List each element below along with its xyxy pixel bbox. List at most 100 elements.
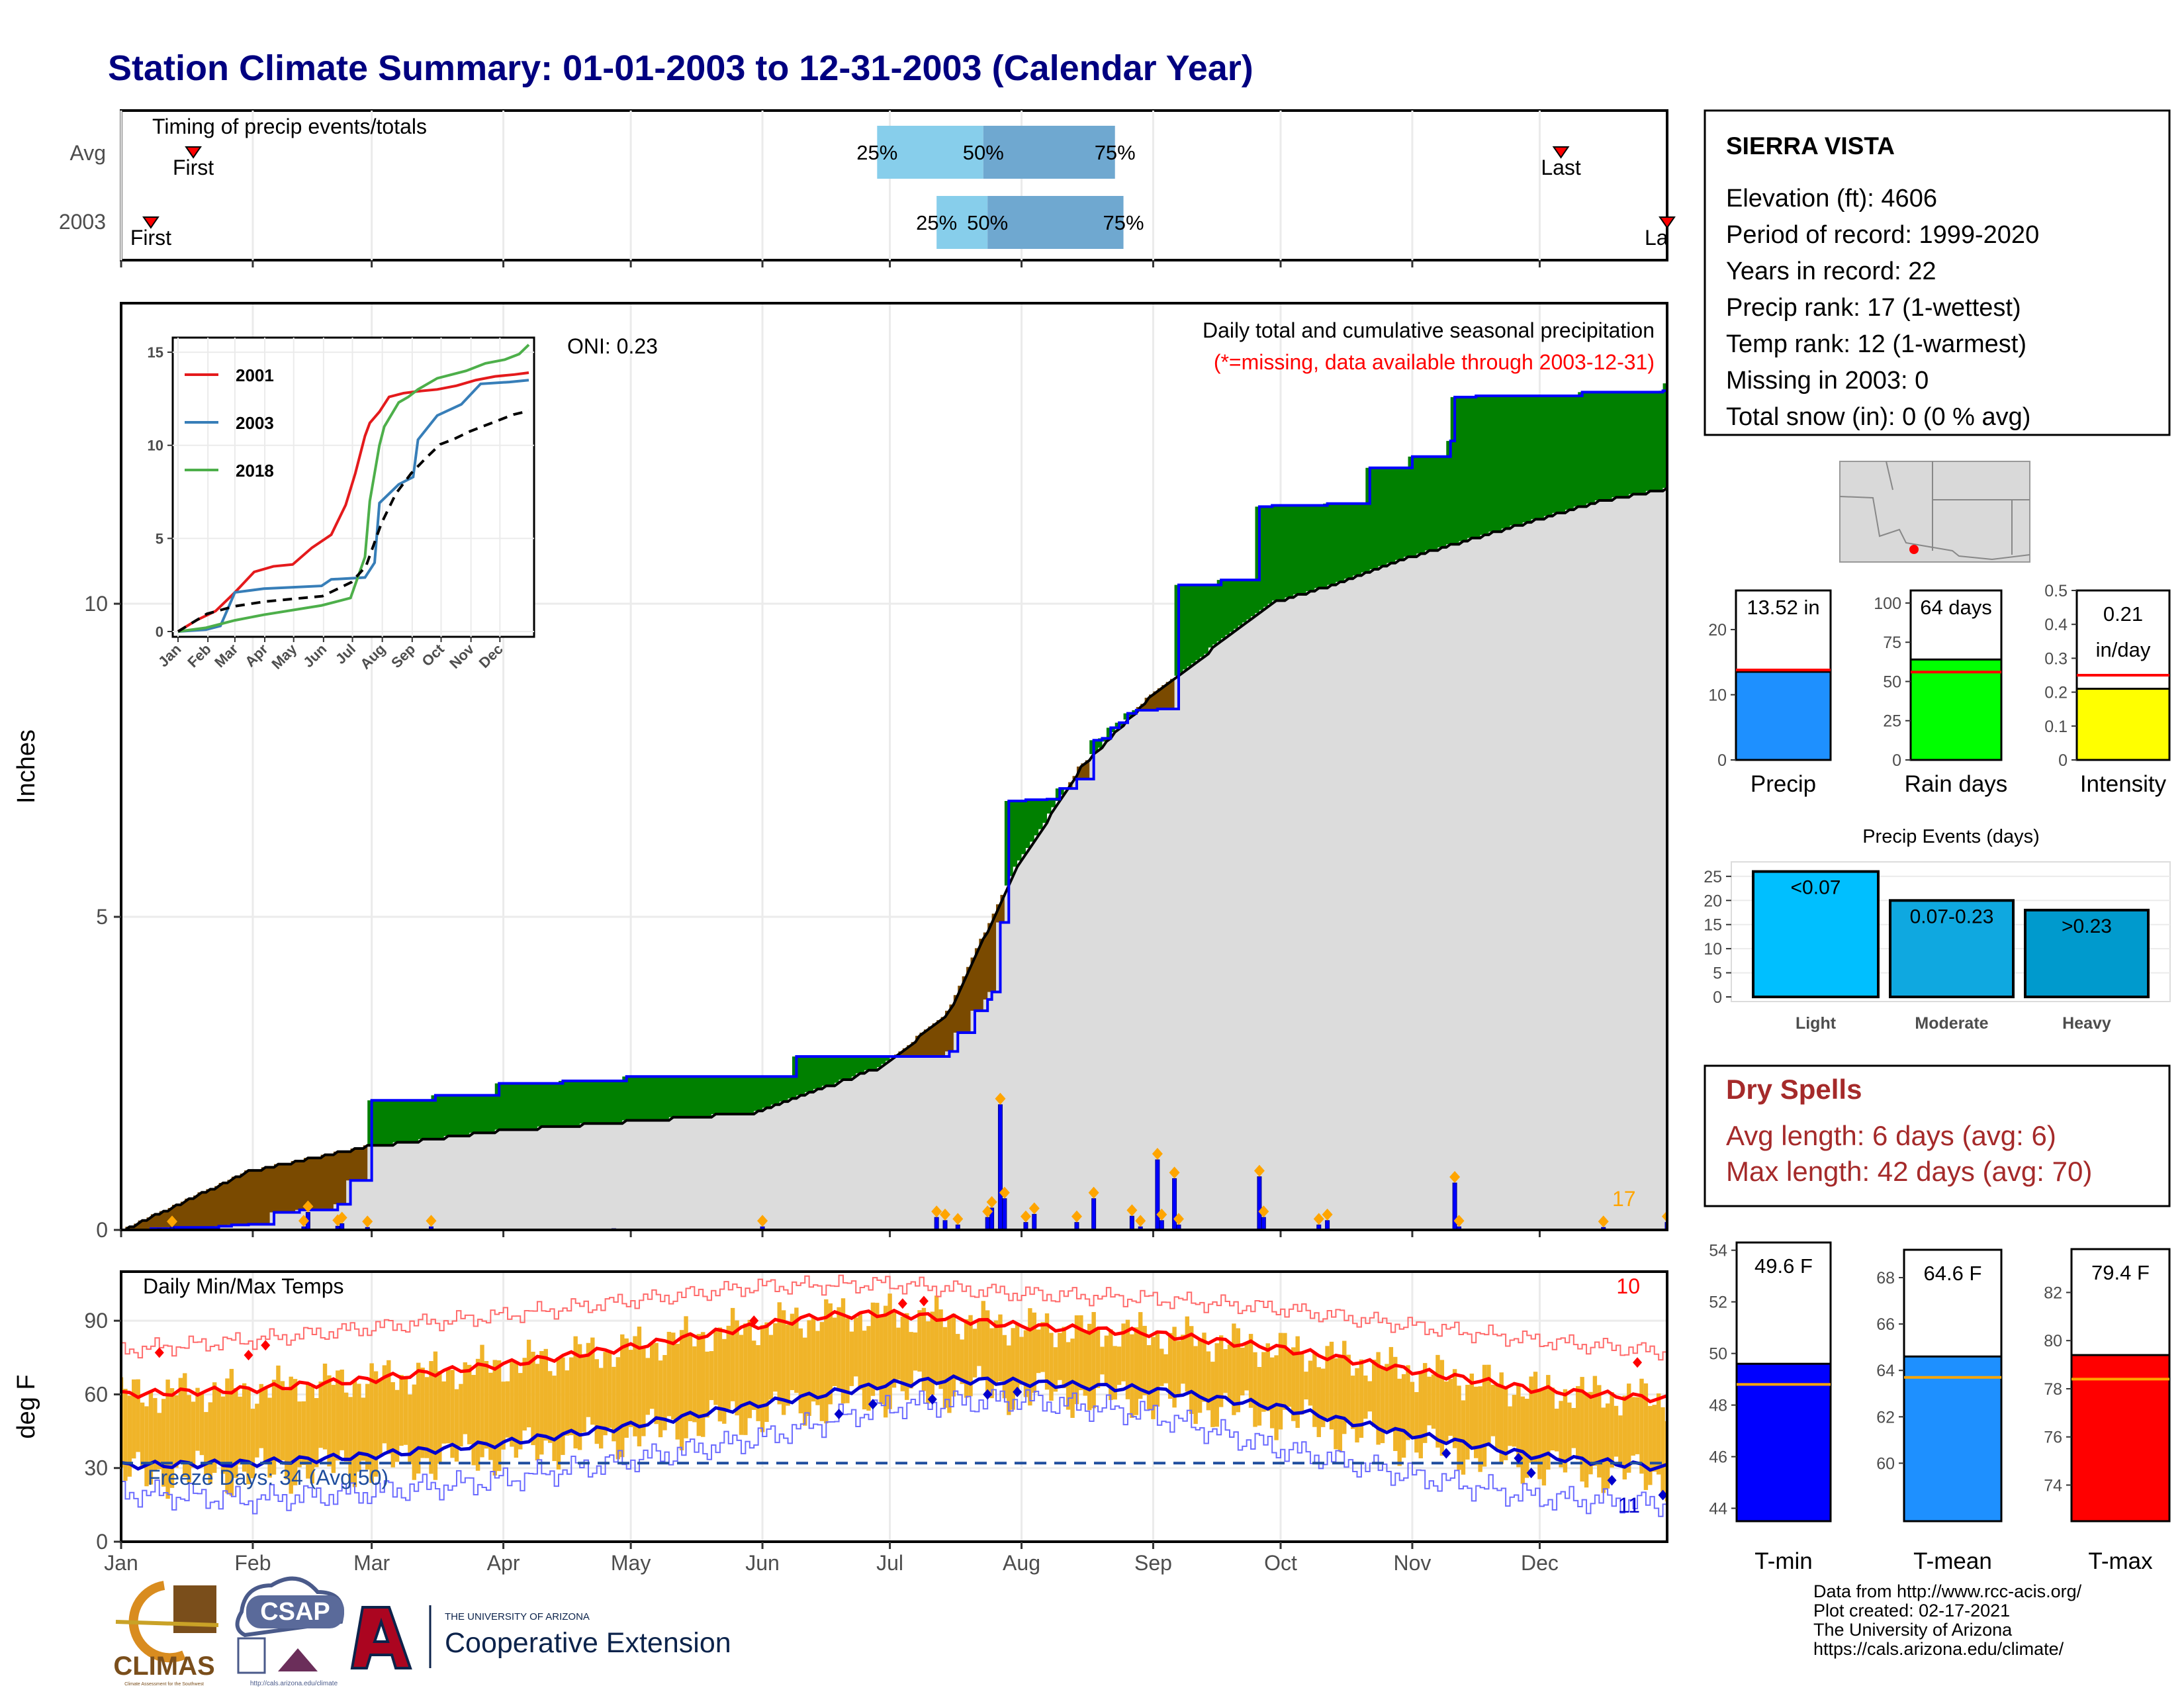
precip-event-marker xyxy=(1313,1213,1324,1225)
daily-temp-bar xyxy=(420,1368,425,1458)
daily-precip-bar xyxy=(1172,1178,1177,1230)
daily-temp-bar xyxy=(964,1319,969,1398)
precip-panel: Daily total and cumulative seasonal prec… xyxy=(13,302,1668,1242)
temp-summary-y-tick-label: 68 xyxy=(1876,1269,1895,1288)
daily-temp-bar xyxy=(1244,1342,1249,1391)
record-low-marker xyxy=(1441,1448,1451,1459)
daily-temp-bar xyxy=(1652,1405,1657,1472)
daily-temp-bar xyxy=(679,1330,684,1450)
average-cumulative-area xyxy=(121,488,1667,1230)
summary-bar-value xyxy=(1909,658,2003,761)
summary-y-tick-label: 10 xyxy=(1708,686,1727,705)
daily-temp-bar xyxy=(1576,1385,1580,1460)
daily-temp-bar xyxy=(586,1342,591,1417)
daily-temp-bar xyxy=(1049,1333,1054,1401)
temp-summary-category-label: T-mean xyxy=(1913,1548,1992,1574)
daily-temp-bar xyxy=(484,1361,489,1449)
daily-temp-bar xyxy=(1457,1385,1461,1470)
freeze-days-label: Freeze Days: 34 (Avg:50) xyxy=(148,1466,388,1489)
daily-temp-bar xyxy=(467,1364,472,1444)
daily-temp-bar xyxy=(582,1356,586,1432)
daily-temp-bar xyxy=(692,1346,697,1423)
daily-temp-bar xyxy=(1066,1342,1071,1410)
daily-temp-bar xyxy=(1176,1340,1181,1397)
daily-temp-bar xyxy=(535,1364,540,1461)
daily-temp-bar xyxy=(1401,1374,1406,1458)
daily-temp-bar xyxy=(1385,1364,1389,1430)
daily-temp-bar xyxy=(1155,1331,1160,1407)
inset-series-average-line xyxy=(177,409,529,633)
daily-temp-bar xyxy=(1525,1399,1529,1478)
daily-temp-bar xyxy=(1588,1391,1593,1475)
daily-temp-bar xyxy=(1503,1387,1508,1460)
daily-temp-bar xyxy=(747,1319,752,1419)
daily-precip-bar xyxy=(997,1104,1003,1230)
daily-precip-bar xyxy=(942,1220,948,1230)
events-y-tick-label: 25 xyxy=(1704,868,1722,886)
daily-temp-bar xyxy=(1278,1333,1283,1430)
daily-temp-bar xyxy=(1342,1340,1347,1434)
events-bar-label: 0.07-0.23 xyxy=(1910,906,1994,927)
daily-temp-bar xyxy=(136,1379,140,1452)
daily-temp-bar xyxy=(1554,1409,1559,1452)
daily-temp-bar xyxy=(140,1402,145,1468)
daily-temp-bar xyxy=(212,1382,217,1473)
daily-temp-bar xyxy=(285,1390,289,1479)
timing-q25-label: 25% xyxy=(916,211,957,234)
summary-value-label: 13.52 in xyxy=(1747,596,1819,619)
daily-temp-bar xyxy=(1053,1347,1058,1392)
precip-y-axis-label: Inches xyxy=(13,729,40,804)
daily-temp-bar xyxy=(875,1303,880,1391)
month-tick-label: Jan xyxy=(104,1551,138,1575)
daily-temp-bar xyxy=(561,1357,565,1455)
daily-temp-bar xyxy=(1592,1376,1598,1466)
timing-row-label-2003: 2003 xyxy=(59,210,106,234)
temp-summary-y-tick-label: 74 xyxy=(2044,1476,2062,1495)
daily-temp-bar xyxy=(1614,1405,1619,1457)
daily-temp-bar xyxy=(225,1378,230,1493)
footer-url: https://cals.arizona.edu/climate/ xyxy=(1813,1639,2064,1659)
station-years: Years in record: 22 xyxy=(1726,258,1936,285)
daily-temp-bar xyxy=(1028,1308,1032,1406)
station-location-dot xyxy=(1909,545,1919,554)
inset-lines xyxy=(177,344,530,633)
summary-value-unit: in/day xyxy=(2096,638,2151,661)
locator-map xyxy=(1839,461,2030,563)
record-high-marker xyxy=(154,1347,164,1358)
cumulative-2003-line xyxy=(121,383,1667,1230)
summary-y-tick-label: 0 xyxy=(2058,751,2068,770)
daily-temp-bar xyxy=(1210,1362,1215,1427)
daily-temp-bar xyxy=(938,1309,943,1389)
daily-temp-bar xyxy=(526,1339,531,1428)
daily-temp-bar xyxy=(1422,1363,1428,1443)
daily-temp-bar xyxy=(403,1378,408,1445)
daily-temp-bar xyxy=(905,1313,909,1400)
daily-temp-bar xyxy=(1032,1312,1036,1393)
daily-temp-bar xyxy=(1371,1360,1377,1427)
daily-temp-bar xyxy=(828,1303,833,1405)
daily-temp-bar xyxy=(454,1389,459,1462)
temp-y-axis-label: deg F xyxy=(13,1374,40,1438)
daily-temp-bar xyxy=(416,1362,421,1474)
ua-logo-line2: Cooperative Extension xyxy=(445,1627,731,1659)
daily-temp-bar xyxy=(701,1332,705,1437)
daily-temp-bar xyxy=(259,1383,263,1448)
daily-temp-bar xyxy=(637,1327,642,1446)
daily-temp-bar xyxy=(739,1335,744,1435)
daily-precip-bar xyxy=(934,1217,939,1230)
precip-event-marker xyxy=(298,1215,309,1227)
daily-temp-bar xyxy=(238,1396,242,1465)
daily-temp-bar xyxy=(760,1325,765,1432)
daily-temp-bar xyxy=(531,1352,535,1446)
timing-q25-label: 25% xyxy=(856,141,897,164)
daily-temp-bar xyxy=(1478,1386,1482,1472)
daily-temp-bar xyxy=(913,1332,918,1371)
daily-temp-bar xyxy=(1376,1352,1381,1445)
precip-y-tick-label: 10 xyxy=(84,592,108,616)
timing-panel: 25% 50% 75% First Last 25% 50% 75% First Last Tim… xyxy=(59,109,1676,267)
daily-temp-bar xyxy=(471,1375,476,1466)
timing-bars: 25% 50% 75% First Last 25% 50% 75% First Last xyxy=(130,126,1676,250)
daily-temp-bar xyxy=(387,1360,391,1454)
daily-temp-bar xyxy=(841,1298,846,1404)
daily-temp-bar xyxy=(824,1299,829,1424)
